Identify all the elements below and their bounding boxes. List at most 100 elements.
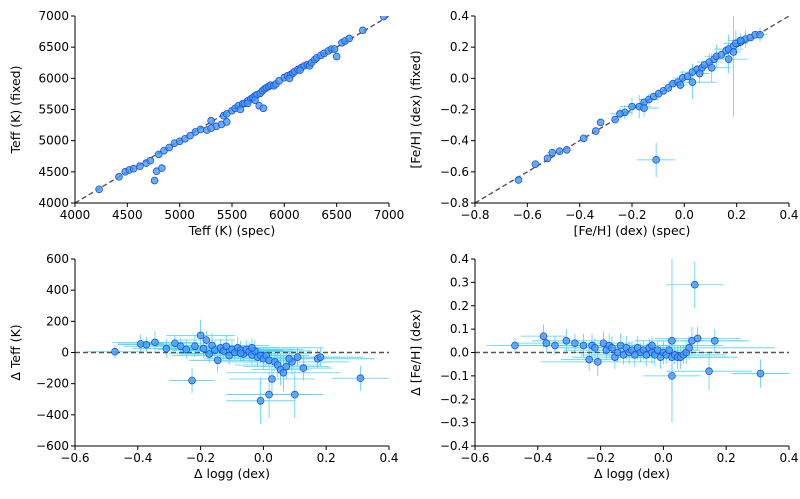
- data-point: [265, 390, 273, 399]
- y-tick-label: 0.2: [450, 40, 469, 54]
- data-point: [668, 337, 676, 345]
- data-point: [129, 164, 138, 173]
- data-point: [299, 364, 308, 372]
- data-point: [688, 78, 697, 86]
- data-point: [146, 156, 155, 165]
- data-point: [186, 131, 194, 140]
- x-axis-label: Teff (K) (spec): [188, 223, 275, 238]
- data-point: [591, 127, 600, 135]
- data-point: [332, 52, 341, 61]
- y-axis-label: Teff (K) (fixed): [8, 66, 23, 155]
- y-tick-label: 4500: [38, 165, 69, 179]
- y-tick-label: 0: [61, 346, 69, 360]
- y-tick-label: 0.2: [450, 299, 469, 313]
- data-point: [693, 334, 702, 343]
- data-point: [729, 48, 738, 56]
- error-bars: [486, 259, 789, 423]
- panel-teff-comparison: 4000 4500 5000 5500 6000 6500 7000 4000 4500 5000…: [8, 9, 404, 238]
- x-tick-label: 0.4: [779, 208, 798, 222]
- y-tick-label: 5000: [38, 134, 69, 148]
- plot-area: [75, 16, 389, 203]
- y-tick-label: −0.4: [440, 134, 469, 148]
- x-tick-label: −0.4: [565, 208, 594, 222]
- data-point: [251, 96, 259, 104]
- y-tick-label: 0.3: [450, 275, 469, 289]
- data-point: [356, 374, 365, 383]
- data-point: [296, 66, 304, 75]
- x-tick-label: 6000: [269, 208, 300, 222]
- panel-delta-feh-vs-delta-logg: −0.6 −0.4 −0.2 0.0 0.2 0.4−0.4−0.3−0.2−0.10.0…: [408, 252, 799, 481]
- x-tick-label: −0.2: [586, 451, 615, 465]
- data-points: [514, 30, 764, 184]
- x-tick-label: −0.2: [186, 451, 215, 465]
- y-tick-label: 5500: [38, 103, 69, 117]
- y-tick-label: −0.3: [440, 416, 469, 430]
- data-point: [222, 118, 231, 126]
- panel-feh-comparison: −0.8 −0.6 −0.4 −0.2 0.0 0.2 0.4 −0.8 −0.6 −0.4 −0.…: [408, 9, 799, 238]
- data-point: [652, 156, 660, 164]
- y-tick-label: 200: [46, 314, 69, 328]
- data-point: [562, 145, 571, 154]
- data-point: [579, 134, 588, 143]
- data-point: [111, 347, 119, 356]
- data-point: [608, 344, 616, 352]
- y-tick-label: −0.6: [440, 165, 469, 179]
- data-point: [136, 162, 144, 171]
- y-axis-label: Δ [Fe/H] (dex): [408, 309, 423, 396]
- y-tick-label: 400: [46, 283, 69, 297]
- plot-area: [475, 259, 789, 423]
- x-tick-label: 0.2: [727, 208, 746, 222]
- y-tick-label: −0.4: [440, 439, 469, 453]
- panel-delta-teff-vs-delta-logg: −0.6 −0.4 −0.2 0.0 0.2 0.4 −600 −400 −200 0 200 400…: [8, 252, 399, 481]
- x-axis-label: Δ logg (dex): [194, 466, 270, 481]
- y-tick-label: 6000: [38, 71, 69, 85]
- data-point: [756, 369, 765, 378]
- data-point: [236, 105, 245, 114]
- data-point: [330, 45, 339, 53]
- data-point: [154, 150, 163, 159]
- x-tick-label: 0.0: [254, 451, 273, 465]
- data-point: [665, 346, 673, 354]
- y-tick-label: −0.1: [440, 369, 469, 383]
- y-tick-label: 600: [46, 252, 69, 266]
- data-point: [596, 118, 605, 127]
- y-tick-label: 0.0: [450, 71, 469, 85]
- x-tick-label: 5500: [217, 208, 248, 222]
- data-point: [150, 176, 159, 185]
- data-point: [685, 344, 693, 352]
- data-point: [579, 341, 588, 350]
- x-tick-label: −0.8: [460, 208, 489, 222]
- data-point: [165, 143, 174, 152]
- y-tick-label: −400: [36, 408, 69, 422]
- data-point: [707, 63, 716, 72]
- data-point: [591, 344, 599, 352]
- data-point: [756, 30, 764, 39]
- y-tick-label: 6500: [38, 40, 69, 54]
- data-point: [196, 125, 205, 134]
- data-point: [705, 367, 713, 376]
- data-point: [142, 340, 151, 349]
- data-point: [293, 353, 302, 361]
- y-tick-label: −0.2: [440, 392, 469, 406]
- data-point: [724, 55, 733, 63]
- x-tick-label: 0.4: [379, 451, 398, 465]
- x-tick-label: 0.0: [675, 208, 694, 222]
- data-point: [616, 110, 624, 118]
- data-point: [243, 99, 252, 108]
- x-tick-label: 4000: [60, 208, 91, 222]
- data-point: [202, 336, 211, 344]
- data-point: [207, 116, 215, 125]
- data-point: [640, 104, 648, 112]
- data-point: [248, 344, 256, 352]
- data-point: [222, 342, 231, 351]
- x-tick-label: 0.4: [779, 451, 798, 465]
- data-point: [571, 339, 579, 347]
- plot-area: [75, 319, 389, 425]
- x-tick-label: 0.2: [717, 451, 736, 465]
- data-point: [158, 164, 166, 172]
- data-point: [188, 376, 196, 385]
- data-point: [199, 344, 208, 353]
- x-tick-label: −0.4: [523, 451, 552, 465]
- data-point: [562, 337, 571, 345]
